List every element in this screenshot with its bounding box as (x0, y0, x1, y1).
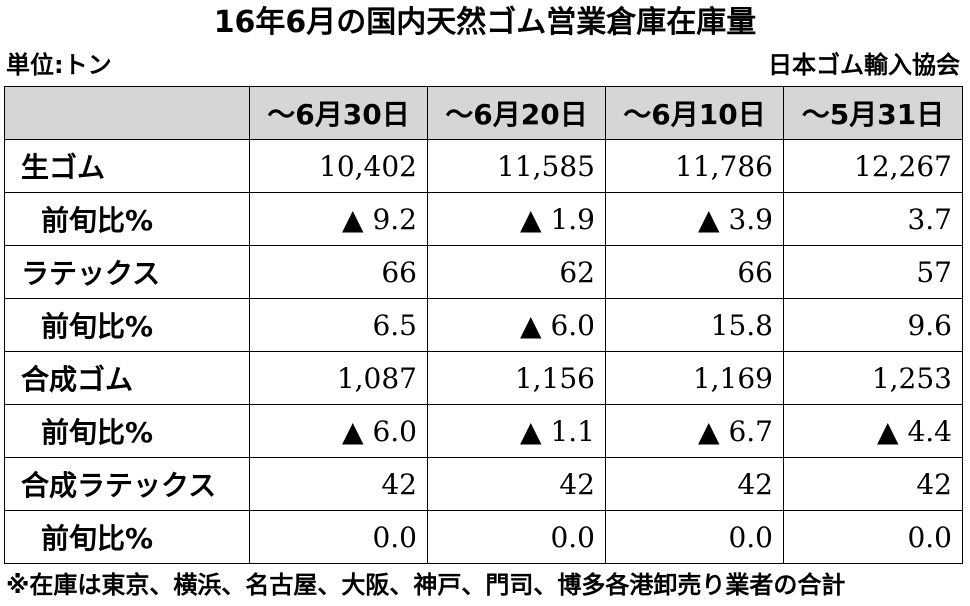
table-row: 前旬比% 0.0 0.0 0.0 0.0 (4, 510, 963, 564)
inventory-table: ～6月30日 ～6月20日 ～6月10日 ～5月31日 生ゴム 10,402 11,… (4, 86, 963, 564)
header-cell-jun20: ～6月20日 (427, 86, 606, 140)
table-cell: 15.8 (605, 298, 784, 352)
table-cell: 6.5 (249, 298, 428, 352)
row-label: 生ゴム (4, 139, 250, 193)
table-cell: 11,585 (427, 139, 606, 193)
row-label-change: 前旬比% (4, 510, 250, 564)
table-row: 生ゴム 10,402 11,585 11,786 12,267 (4, 139, 963, 193)
table-cell: 1,169 (605, 351, 784, 405)
table-cell: 0.0 (783, 510, 963, 564)
table-cell: 1,253 (783, 351, 963, 405)
table-cell: 9.6 (783, 298, 963, 352)
row-label: 合成ゴム (4, 351, 250, 405)
table-row: 前旬比% 6.5 ▲ 6.0 15.8 9.6 (4, 298, 963, 352)
table-cell: ▲ 1.9 (427, 192, 606, 246)
table-cell: 12,267 (783, 139, 963, 193)
table-row: 合成ゴム 1,087 1,156 1,169 1,253 (4, 351, 963, 405)
source-label: 日本ゴム輸入協会 (768, 51, 960, 79)
table-cell: ▲ 4.4 (783, 404, 963, 458)
table-cell: ▲ 1.1 (427, 404, 606, 458)
table-cell: 42 (427, 457, 606, 511)
table-cell: 57 (783, 245, 963, 299)
table-cell: 42 (605, 457, 784, 511)
table-cell: 11,786 (605, 139, 784, 193)
header-cell-may31: ～5月31日 (783, 86, 963, 140)
table-cell: 3.7 (783, 192, 963, 246)
header-cell-jun30: ～6月30日 (249, 86, 428, 140)
row-label: 合成ラテックス (4, 457, 250, 511)
row-label: ラテックス (4, 245, 250, 299)
table-cell: ▲ 6.0 (427, 298, 606, 352)
table-cell: ▲ 6.0 (249, 404, 428, 458)
table-cell: 0.0 (427, 510, 606, 564)
table-row: ラテックス 66 62 66 57 (4, 245, 963, 299)
table-cell: 42 (783, 457, 963, 511)
table-cell: 0.0 (249, 510, 428, 564)
row-label-change: 前旬比% (4, 192, 250, 246)
header-cell-empty (4, 86, 250, 140)
table-cell: ▲ 3.9 (605, 192, 784, 246)
table-header-row: ～6月30日 ～6月20日 ～6月10日 ～5月31日 (4, 86, 963, 140)
table-cell: 66 (605, 245, 784, 299)
table-row: 前旬比% ▲ 6.0 ▲ 1.1 ▲ 6.7 ▲ 4.4 (4, 404, 963, 458)
table-cell: 1,156 (427, 351, 606, 405)
row-label-change: 前旬比% (4, 404, 250, 458)
table-cell: ▲ 6.7 (605, 404, 784, 458)
footnote: ※在庫は東京、横浜、名古屋、大阪、神戸、門司、博多各港卸売り業者の合計 (6, 571, 846, 599)
table-row: 合成ラテックス 42 42 42 42 (4, 457, 963, 511)
page-title: 16年6月の国内天然ゴム営業倉庫在庫量 (213, 5, 757, 40)
table-row: 前旬比% ▲ 9.2 ▲ 1.9 ▲ 3.9 3.7 (4, 192, 963, 246)
header-cell-jun10: ～6月10日 (605, 86, 784, 140)
table-cell: 62 (427, 245, 606, 299)
table-cell: 66 (249, 245, 428, 299)
table-cell: 42 (249, 457, 428, 511)
table-cell: 1,087 (249, 351, 428, 405)
table-cell: ▲ 9.2 (249, 192, 428, 246)
table-cell: 10,402 (249, 139, 428, 193)
unit-label: 単位:トン (6, 51, 112, 79)
row-label-change: 前旬比% (4, 298, 250, 352)
table-cell: 0.0 (605, 510, 784, 564)
